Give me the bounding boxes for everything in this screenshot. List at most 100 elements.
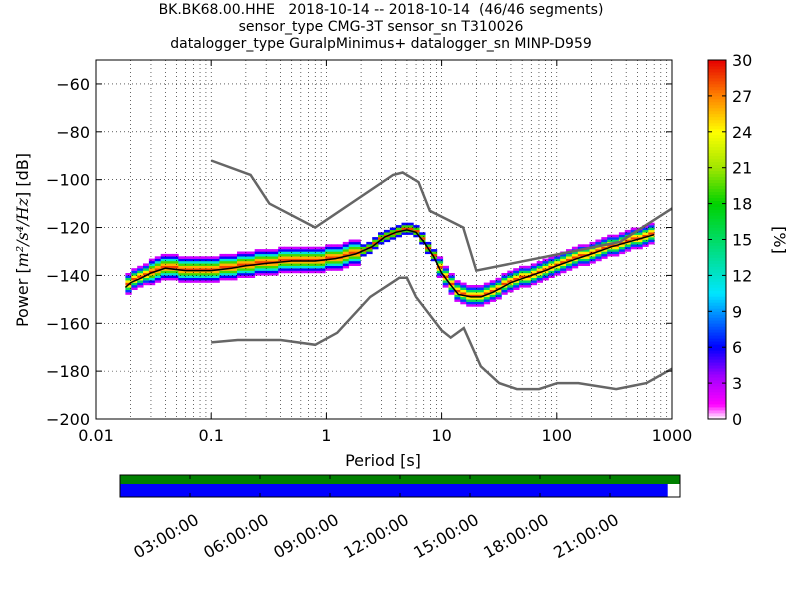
heatmap-cell (495, 294, 502, 298)
heatmap-cell (354, 261, 361, 264)
heatmap-cell (342, 263, 350, 266)
timeline-coverage: 03:00:0006:00:0009:00:0012:00:0015:00:00… (119, 474, 681, 562)
heatmap-cell (148, 265, 156, 269)
heatmap-cell (301, 251, 308, 255)
heatmap-cell (372, 239, 379, 243)
heatmap-cell (342, 241, 350, 245)
heatmap-cell (313, 263, 320, 266)
heatmap-cell (284, 261, 291, 264)
heatmap-cell (519, 282, 526, 286)
heatmap-cell (501, 277, 508, 281)
heatmap-cell (143, 277, 150, 281)
colorbar-segment (708, 158, 726, 163)
heatmap-cell (242, 270, 250, 274)
colorbar-segment (708, 110, 726, 115)
heatmap-cell (571, 246, 579, 250)
heatmap-cell (260, 265, 267, 269)
heatmap-cell (331, 265, 338, 269)
heatmap-cell (530, 268, 538, 271)
heatmap-cell (613, 253, 620, 257)
heatmap-cell (360, 244, 367, 247)
heatmap-cell (237, 251, 244, 255)
colorbar-segment (708, 350, 726, 354)
heatmap-cell (213, 270, 220, 274)
heatmap-cell (536, 263, 543, 266)
colorbar-segment (708, 74, 726, 79)
heatmap-cell (284, 258, 291, 262)
colorbar-segment (708, 308, 726, 312)
heatmap-cell (472, 294, 479, 298)
heatmap-cell (225, 256, 232, 259)
heatmap-cell (154, 268, 162, 271)
x-tick-label: 0.1 (198, 426, 223, 445)
heatmap-cell (237, 270, 244, 274)
heatmap-cell (560, 261, 567, 264)
heatmap-cell (589, 253, 596, 257)
heatmap-cell (313, 246, 320, 250)
colorbar-segment (708, 209, 726, 213)
heatmap-cell (154, 277, 162, 281)
heatmap-cell (507, 287, 514, 290)
heatmap-cell (501, 287, 508, 290)
heatmap-cell (125, 292, 132, 295)
heatmap-cell (448, 277, 455, 281)
heatmap-cell (407, 227, 414, 231)
colorbar-segment (708, 281, 726, 285)
heatmap-cell (530, 280, 538, 283)
heatmap-cell (383, 229, 391, 233)
heatmap-cell (148, 277, 156, 281)
heatmap-cell (577, 246, 585, 250)
heatmap-cell (289, 253, 297, 257)
heatmap-cell (407, 222, 414, 226)
heatmap-cell (448, 273, 455, 276)
colorbar-segment (708, 71, 726, 76)
colorbar-segment (708, 326, 726, 330)
colorbar-segment (708, 383, 726, 387)
heatmap-cell (325, 261, 332, 264)
heatmap-cell (272, 251, 279, 255)
colorbar-segment (708, 368, 726, 372)
heatmap-cell (242, 268, 250, 271)
heatmap-cell (272, 258, 279, 262)
heatmap-cell (172, 258, 179, 262)
heatmap-cell (648, 241, 655, 245)
heatmap-cell (425, 241, 432, 245)
heatmap-cell (642, 239, 649, 243)
heatmap-cell (201, 280, 209, 283)
heatmap-cell (566, 261, 573, 264)
heatmap-cell (213, 277, 220, 281)
heatmap-cell (184, 277, 191, 281)
heatmap-cell (266, 265, 273, 269)
heatmap-cell (289, 249, 297, 252)
heatmap-cell (313, 268, 320, 271)
heatmap-cell (336, 251, 344, 255)
heatmap-cell (472, 299, 479, 302)
heatmap-cell (577, 263, 585, 266)
heatmap-cell (583, 256, 590, 259)
colorbar-segment (708, 293, 726, 297)
heatmap-cell (595, 253, 602, 257)
heatmap-cell (519, 265, 526, 269)
heatmap-cell (601, 249, 608, 252)
colorbar-segment (708, 185, 726, 190)
heatmap-cell (636, 232, 643, 235)
heatmap-cell (507, 277, 514, 281)
heatmap-cell (466, 296, 473, 300)
heatmap-cell (154, 275, 162, 278)
psd-coverage-bar (120, 484, 668, 497)
heatmap-cell (325, 244, 332, 247)
heatmap-cell (336, 268, 344, 271)
heatmap-cell (272, 268, 279, 271)
heatmap-cell (589, 256, 596, 259)
heatmap-cell (190, 265, 197, 269)
heatmap-cell (131, 277, 138, 281)
colorbar-segment (708, 374, 726, 378)
x-axis-label: Period [s] (345, 451, 421, 470)
heatmap-cell (178, 261, 185, 264)
heatmap-cell (284, 263, 291, 266)
colorbar-segment (708, 131, 726, 136)
title-line-1: BK.BK68.00.HHE 2018-10-14 -- 2018-10-14 … (158, 2, 604, 18)
heatmap-cell (601, 239, 608, 243)
colorbar-segment (708, 101, 726, 106)
colorbar-segment (708, 299, 726, 303)
